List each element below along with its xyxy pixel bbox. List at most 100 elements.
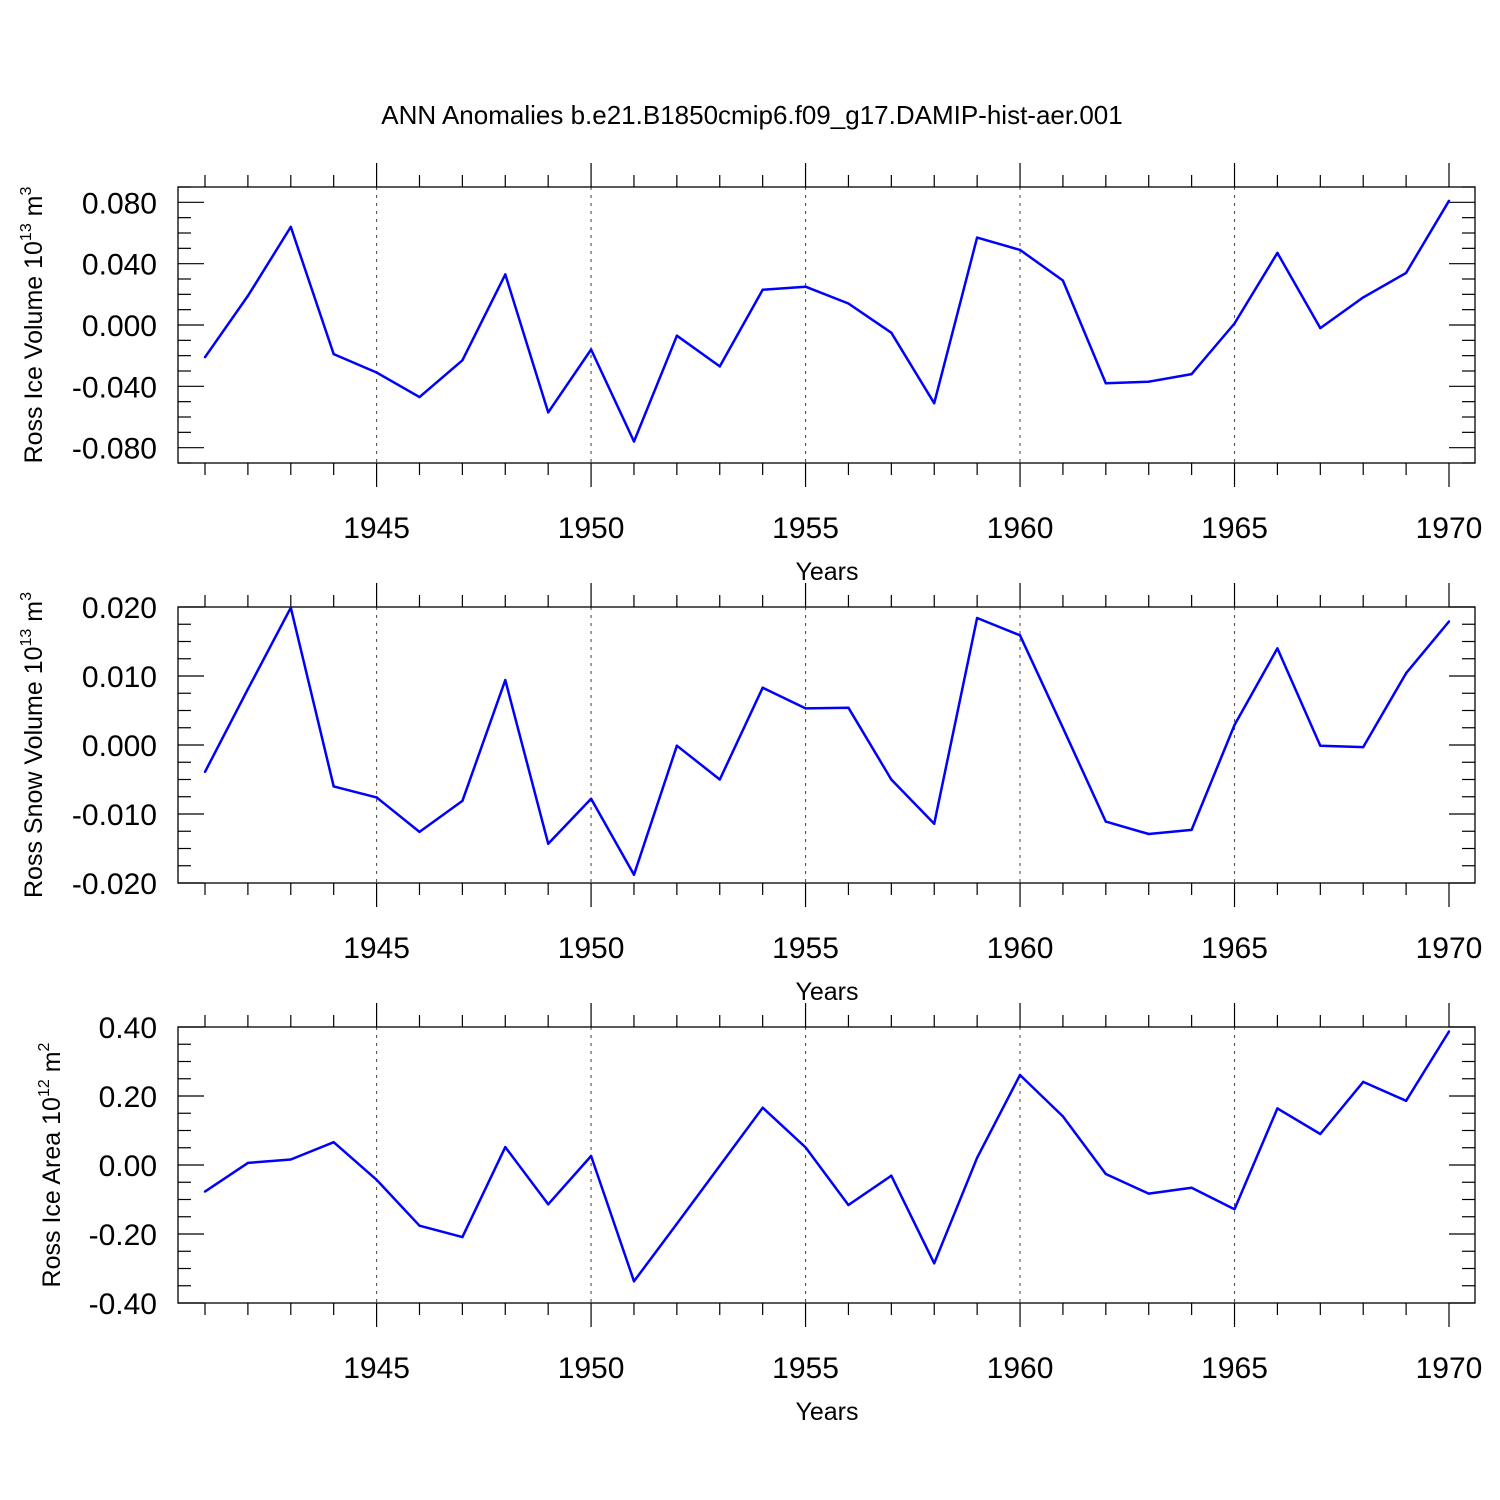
data-point — [718, 1164, 721, 1167]
y-axis-title-exponent: 13 — [18, 223, 35, 241]
y-axis-title-text: Ross Ice Area 10 — [38, 1097, 66, 1287]
plot-frame — [177, 606, 1476, 884]
data-point — [332, 1141, 335, 1144]
data-point — [847, 706, 850, 709]
y-tick-label: -0.20 — [89, 1219, 157, 1252]
data-point — [632, 440, 636, 443]
series-line — [203, 606, 1450, 876]
figure-title: ANN Anomalies b.e21.B1850cmip6.f09_g17.D… — [381, 100, 1122, 130]
data-point — [933, 1262, 936, 1265]
data-point — [461, 799, 464, 803]
data-point — [847, 1203, 850, 1207]
data-point — [1319, 1132, 1322, 1136]
data-point — [718, 365, 721, 368]
y-axis-title-unit: m — [20, 601, 48, 629]
data-point — [289, 225, 292, 229]
y-tick-label: 0.40 — [99, 1012, 157, 1045]
data-point — [1404, 271, 1408, 275]
y-tick-label: -0.080 — [72, 433, 157, 466]
y-tick-label: -0.40 — [89, 1288, 157, 1321]
data-point — [761, 288, 764, 291]
data-point — [418, 395, 421, 399]
x-tick-label: 1970 — [1416, 512, 1483, 545]
y-axis-title-unit-exponent: 3 — [18, 186, 35, 195]
x-tick-label: 1955 — [772, 932, 839, 965]
y-axis-title-unit: m — [38, 1051, 66, 1079]
y-tick-label: 0.000 — [82, 310, 157, 343]
data-point — [375, 1178, 378, 1182]
plot-frame — [177, 186, 1476, 464]
data-point — [546, 411, 550, 414]
series-line — [203, 200, 1451, 443]
data-point — [246, 1161, 250, 1165]
data-point — [418, 1224, 421, 1227]
y-axis-title: Ross Snow Volume 1013 m3 — [18, 592, 48, 898]
y-axis-title: Ross Ice Volume 1013 m3 — [18, 186, 48, 463]
data-point — [718, 778, 721, 781]
data-point — [1147, 380, 1150, 383]
data-point — [1147, 832, 1150, 836]
x-tick-label: 1945 — [343, 512, 410, 545]
data-point — [804, 707, 807, 710]
data-point — [1276, 1107, 1279, 1110]
data-point — [1104, 382, 1108, 385]
x-tick-label: 1955 — [772, 1352, 839, 1385]
series-line — [204, 1030, 1451, 1283]
data-point — [203, 356, 207, 359]
data-point — [975, 1156, 979, 1159]
data-point — [1104, 1172, 1108, 1176]
x-tick-label: 1950 — [558, 1352, 625, 1385]
data-point — [1147, 1192, 1150, 1195]
data-point — [203, 1190, 207, 1193]
y-axis-title-exponent: 13 — [18, 629, 35, 647]
y-axis-title-unit-exponent: 2 — [36, 1042, 53, 1051]
data-point — [1190, 372, 1193, 376]
data-point — [975, 236, 979, 239]
data-point — [847, 302, 850, 305]
data-point — [1061, 279, 1065, 282]
data-point — [504, 1145, 507, 1149]
data-point — [761, 686, 764, 689]
data-point — [761, 1106, 764, 1109]
panel-ross-ice-volume: -0.080 -0.040 0.000 0.040 0.080 1945 1950 1955… — [18, 163, 1482, 586]
data-point — [1276, 647, 1279, 650]
y-axis-title-text: Ross Snow Volume 10 — [20, 646, 48, 898]
panel-ross-snow-volume: -0.020 -0.010 0.000 0.010 0.020 1945 1950 1955… — [18, 583, 1482, 1006]
data-point — [1061, 726, 1065, 729]
data-point — [632, 873, 636, 876]
y-tick-label: -0.010 — [72, 799, 157, 832]
x-tick-label: 1965 — [1201, 1352, 1268, 1385]
data-point — [1447, 199, 1451, 202]
data-point — [203, 770, 207, 774]
y-axis-title-unit: m — [20, 195, 48, 223]
data-point — [1319, 326, 1322, 330]
data-point — [1447, 620, 1451, 623]
y-tick-label: 0.20 — [99, 1081, 157, 1114]
x-axis-title: Years — [795, 558, 858, 586]
y-tick-label: 0.000 — [82, 730, 157, 763]
data-point — [1104, 820, 1108, 823]
data-point — [1233, 723, 1236, 727]
data-point — [1018, 248, 1022, 252]
data-point — [675, 334, 679, 337]
data-point — [1362, 296, 1365, 299]
y-axis-title-text: Ross Ice Volume 10 — [20, 241, 48, 463]
y-tick-label: -0.020 — [72, 868, 157, 901]
data-point — [589, 1154, 593, 1158]
x-tick-label: 1965 — [1201, 512, 1268, 545]
data-point — [675, 1222, 679, 1225]
data-point — [289, 606, 292, 609]
data-point — [332, 352, 335, 356]
x-tick-label: 1945 — [343, 932, 410, 965]
data-point — [1276, 251, 1279, 255]
data-point — [675, 744, 679, 747]
data-point — [246, 687, 250, 691]
data-point — [589, 797, 593, 801]
x-tick-label: 1960 — [987, 512, 1054, 545]
y-tick-label: 0.00 — [99, 1150, 157, 1183]
panel-ross-ice-area: -0.40 -0.20 0.00 0.20 0.40 1945 1950 1955 1960 1… — [36, 1003, 1482, 1426]
x-axis-title: Years — [795, 1398, 858, 1426]
data-point — [1190, 1186, 1193, 1189]
x-tick-label: 1955 — [772, 512, 839, 545]
